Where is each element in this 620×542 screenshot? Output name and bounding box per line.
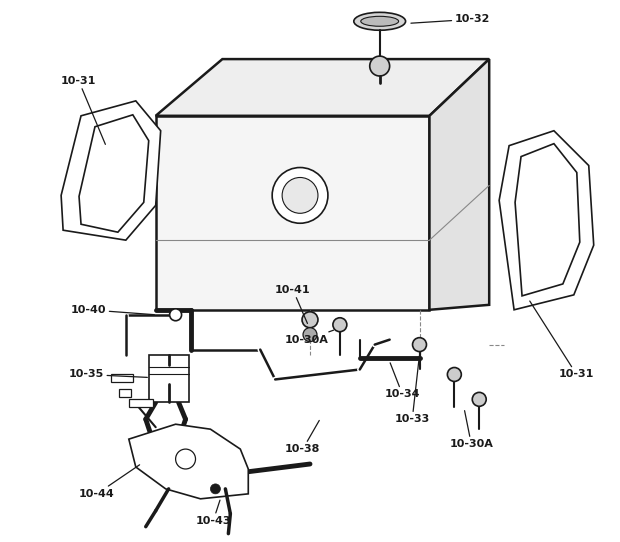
- Bar: [149, 354, 188, 402]
- Polygon shape: [61, 101, 161, 240]
- Bar: [119, 389, 131, 397]
- Ellipse shape: [361, 16, 399, 26]
- Text: 10-41: 10-41: [275, 285, 311, 324]
- Circle shape: [370, 56, 389, 76]
- Ellipse shape: [354, 12, 405, 30]
- Text: 10-30A: 10-30A: [285, 330, 334, 345]
- Polygon shape: [499, 131, 594, 310]
- Polygon shape: [515, 144, 580, 296]
- Text: 10-33: 10-33: [394, 356, 430, 424]
- Text: 10-31: 10-31: [529, 301, 594, 379]
- Polygon shape: [156, 59, 489, 116]
- Polygon shape: [430, 59, 489, 310]
- Text: 10-32: 10-32: [411, 14, 490, 24]
- Text: 10-31: 10-31: [61, 76, 105, 144]
- Polygon shape: [129, 424, 248, 499]
- Text: 10-44: 10-44: [79, 465, 140, 499]
- Circle shape: [412, 338, 427, 352]
- Polygon shape: [79, 115, 149, 232]
- Text: 10-38: 10-38: [285, 421, 321, 454]
- Circle shape: [272, 167, 328, 223]
- Circle shape: [472, 392, 486, 406]
- Circle shape: [170, 309, 182, 321]
- Circle shape: [333, 318, 347, 332]
- Text: eReplacementParts.com: eReplacementParts.com: [200, 281, 420, 299]
- Circle shape: [448, 367, 461, 382]
- Text: 10-34: 10-34: [384, 363, 420, 399]
- Text: 10-30A: 10-30A: [450, 411, 494, 449]
- Bar: [111, 375, 133, 383]
- Circle shape: [282, 177, 318, 214]
- Text: 10-35: 10-35: [69, 370, 148, 379]
- Bar: [129, 399, 153, 407]
- Circle shape: [175, 449, 195, 469]
- Circle shape: [302, 312, 318, 328]
- Text: 10-43: 10-43: [195, 500, 231, 526]
- Circle shape: [303, 328, 317, 341]
- Text: 10-40: 10-40: [71, 305, 154, 315]
- Polygon shape: [156, 116, 430, 310]
- Circle shape: [210, 484, 220, 494]
